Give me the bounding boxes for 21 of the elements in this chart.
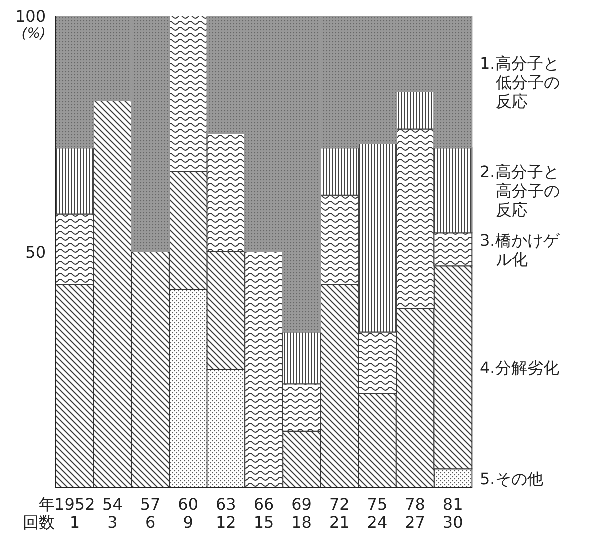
x-tick-label: 54 3 [102,495,123,532]
y-tick-label: 50 [26,243,46,262]
x-tick-label: 78 27 [405,495,426,532]
x-tick-label: 66 15 [254,495,274,532]
series-label: 1.高分子と低分子の反応 [480,54,560,112]
x-tick-label: 57 6 [140,495,161,532]
series-label: 2.高分子と高分子の反応 [480,162,560,220]
x-tick-label: 75 24 [367,495,388,532]
x-tick-label: 69 18 [292,495,312,532]
x-tick-label: 1952 1 [54,495,96,532]
text: 回数 [22,513,55,532]
x-tick-label: 63 12 [216,495,236,532]
series-label: 3.橋かけゲル化 [480,231,560,270]
y-axis-title: (%) [22,26,46,42]
series-label: 4.分解劣化 [480,358,560,378]
x-tick-label: 60 9 [178,495,199,532]
series-label: 5.その他 [480,470,544,489]
x-tick-label: 72 21 [329,495,350,532]
y-tick-label: 100 [15,7,46,26]
text: 年 [38,495,55,514]
x-tick-label: 81 30 [442,495,464,532]
